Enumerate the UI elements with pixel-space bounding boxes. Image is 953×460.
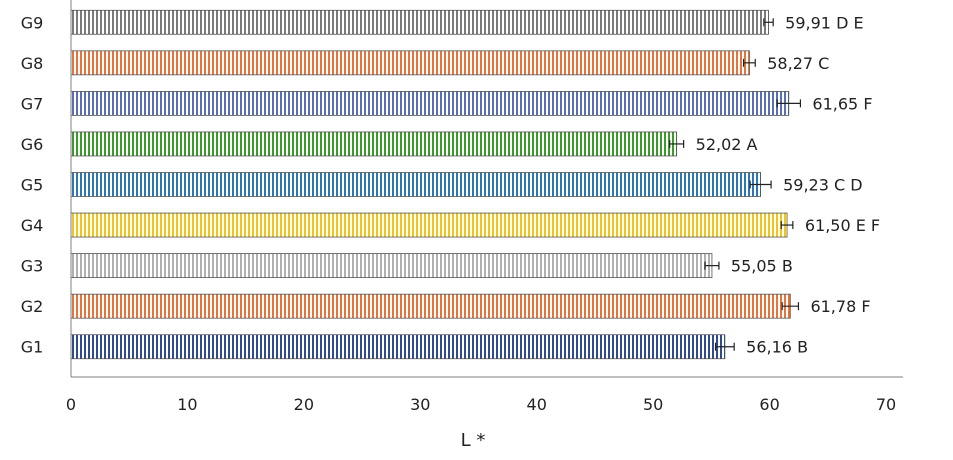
error-bar-g6 bbox=[669, 139, 685, 148]
error-bar-g2 bbox=[781, 302, 800, 311]
category-label-g2: G2 bbox=[21, 297, 44, 316]
x-tick-label: 30 bbox=[410, 395, 430, 414]
category-label-g5: G5 bbox=[21, 176, 44, 195]
bar-group-g7: 61,65 F G7 bbox=[21, 90, 873, 116]
x-tick-label: 0 bbox=[66, 395, 76, 414]
category-label-g6: G6 bbox=[21, 135, 44, 154]
data-label-g7: 61,65 F bbox=[812, 94, 872, 113]
x-tick-label: 40 bbox=[527, 395, 547, 414]
error-bar-g5 bbox=[749, 180, 772, 189]
error-bar-g9 bbox=[763, 18, 774, 27]
error-bar-g8 bbox=[743, 58, 756, 67]
category-label-g3: G3 bbox=[21, 257, 44, 276]
x-tick-labels: 0 10 20 30 40 50 60 70 bbox=[66, 395, 896, 414]
bar-g1 bbox=[70, 334, 726, 360]
category-label-g7: G7 bbox=[21, 94, 44, 113]
bars-group: 56,16 B G1 61,78 F G2 55,05 B G3 61,50 E F G4 59… bbox=[21, 9, 880, 360]
data-label-g6: 52,02 A bbox=[696, 135, 758, 154]
data-label-g1: 56,16 B bbox=[746, 338, 808, 357]
bar-g5 bbox=[70, 172, 762, 197]
bar-g3 bbox=[70, 253, 713, 279]
category-label-g4: G4 bbox=[21, 216, 44, 235]
x-axis-title: L * bbox=[461, 430, 486, 451]
x-tick-label: 70 bbox=[876, 395, 896, 414]
bar-g6 bbox=[70, 131, 678, 157]
data-label-g5: 59,23 C D bbox=[783, 176, 862, 195]
category-label-g1: G1 bbox=[21, 338, 44, 357]
bar-group-g8: 58,27 C G8 bbox=[21, 50, 829, 76]
bar-g8 bbox=[70, 50, 750, 76]
data-label-g8: 58,27 C bbox=[767, 54, 829, 73]
bar-group-g2: 61,78 F G2 bbox=[21, 293, 871, 319]
x-tick-label: 20 bbox=[294, 395, 314, 414]
x-tick-label: 60 bbox=[759, 395, 779, 414]
bar-g7 bbox=[70, 90, 790, 116]
data-label-g4: 61,50 E F bbox=[805, 216, 880, 235]
bar-g9 bbox=[70, 9, 769, 35]
bar-group-g6: 52,02 A G6 bbox=[21, 131, 758, 157]
bar-g4 bbox=[70, 212, 788, 238]
x-tick-label: 10 bbox=[177, 395, 197, 414]
bar-g2 bbox=[70, 293, 791, 319]
error-bar-g1 bbox=[714, 342, 735, 351]
bar-group-g4: 61,50 E F G4 bbox=[21, 212, 880, 238]
error-bar-g4 bbox=[780, 221, 794, 230]
data-label-g9: 59,91 D E bbox=[785, 13, 863, 32]
x-tick-label: 50 bbox=[643, 395, 663, 414]
data-label-g2: 61,78 F bbox=[810, 297, 870, 316]
error-bar-g3 bbox=[704, 261, 720, 270]
bar-group-g5: 59,23 C D G5 bbox=[21, 172, 863, 197]
category-label-g9: G9 bbox=[21, 13, 44, 32]
bar-group-g3: 55,05 B G3 bbox=[21, 253, 793, 279]
category-label-g8: G8 bbox=[21, 54, 44, 73]
bar-group-g9: 59,91 D E G9 bbox=[21, 9, 864, 35]
data-label-g3: 55,05 B bbox=[731, 257, 793, 276]
error-bar-g7 bbox=[776, 99, 802, 108]
bar-group-g1: 56,16 B G1 bbox=[21, 334, 808, 360]
